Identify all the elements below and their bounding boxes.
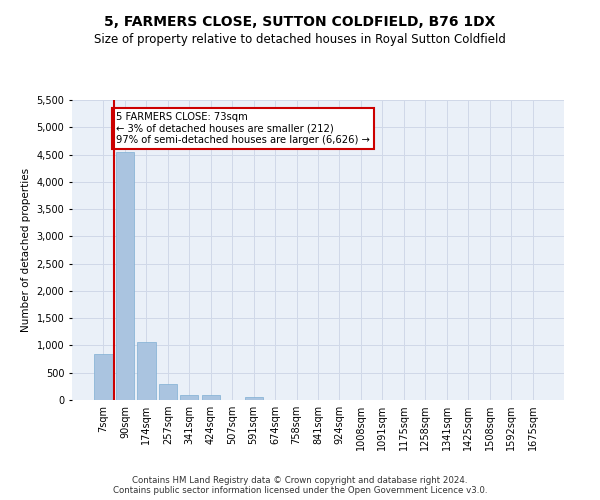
Bar	[116, 152, 134, 400]
Bar	[159, 384, 177, 400]
Bar	[202, 396, 220, 400]
Bar	[245, 396, 263, 400]
Text: Contains HM Land Registry data © Crown copyright and database right 2024.
Contai: Contains HM Land Registry data © Crown c…	[113, 476, 487, 495]
Bar	[94, 354, 113, 400]
Bar	[137, 342, 155, 400]
Bar	[180, 395, 199, 400]
Text: 5, FARMERS CLOSE, SUTTON COLDFIELD, B76 1DX: 5, FARMERS CLOSE, SUTTON COLDFIELD, B76 …	[104, 15, 496, 29]
Text: 5 FARMERS CLOSE: 73sqm
← 3% of detached houses are smaller (212)
97% of semi-det: 5 FARMERS CLOSE: 73sqm ← 3% of detached …	[116, 112, 370, 145]
Y-axis label: Number of detached properties: Number of detached properties	[21, 168, 31, 332]
Text: Size of property relative to detached houses in Royal Sutton Coldfield: Size of property relative to detached ho…	[94, 32, 506, 46]
